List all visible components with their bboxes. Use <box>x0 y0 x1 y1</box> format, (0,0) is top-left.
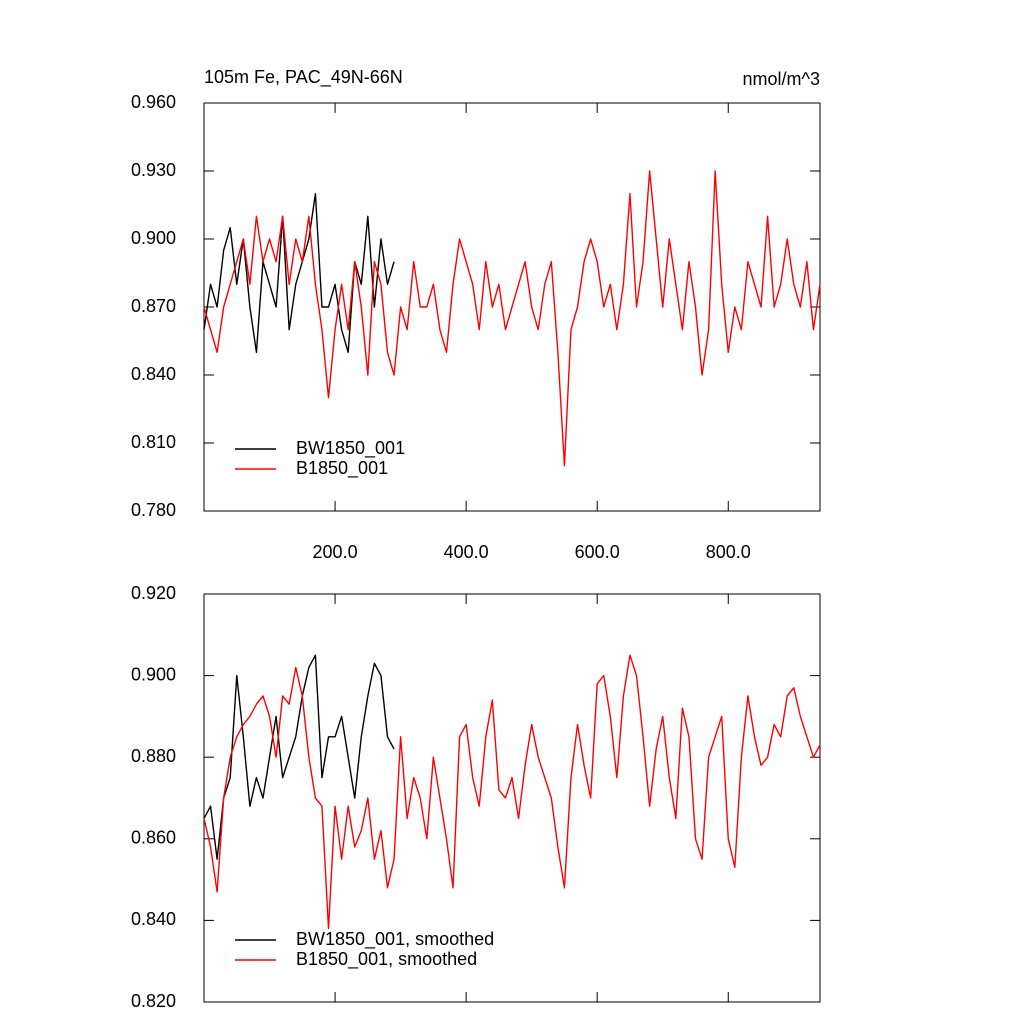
y-tick-label: 0.840 <box>131 364 176 384</box>
y-tick-label: 0.860 <box>131 828 176 848</box>
y-tick-label: 0.960 <box>131 92 176 112</box>
series-line <box>203 192 395 354</box>
y-tick-label: 0.870 <box>131 296 176 316</box>
x-tick-label: 800.0 <box>706 542 751 562</box>
legend-label: BW1850_001, smoothed <box>296 929 494 950</box>
y-tick-label: 0.900 <box>131 228 176 248</box>
units-label: nmol/m^3 <box>743 69 820 89</box>
y-tick-label: 0.820 <box>131 991 176 1011</box>
legend-label: BW1850_001 <box>296 438 405 459</box>
x-tick-label: 600.0 <box>575 542 620 562</box>
legend-label: B1850_001 <box>296 458 388 479</box>
series-line <box>203 654 821 930</box>
x-tick-label: 200.0 <box>313 542 358 562</box>
y-tick-label: 0.920 <box>131 583 176 603</box>
plot-frame <box>203 593 821 1003</box>
y-tick-label: 0.780 <box>131 500 176 520</box>
y-tick-label: 0.900 <box>131 664 176 684</box>
y-tick-label: 0.930 <box>131 160 176 180</box>
panel-title: 105m Fe, PAC_49N-66N <box>204 67 403 88</box>
x-tick-label: 400.0 <box>444 542 489 562</box>
series-line <box>203 654 395 860</box>
legend-label: B1850_001, smoothed <box>296 949 477 970</box>
y-tick-label: 0.840 <box>131 909 176 929</box>
series-line <box>203 170 821 467</box>
y-tick-label: 0.810 <box>131 432 176 452</box>
y-tick-label: 0.880 <box>131 746 176 766</box>
